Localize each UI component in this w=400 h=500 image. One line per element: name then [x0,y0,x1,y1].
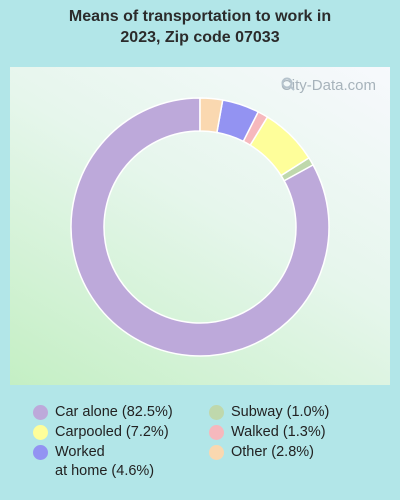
donut-slice-other [199,97,224,134]
chart-title: Means of transportation to work in 2023,… [0,6,400,48]
legend-swatch [33,445,48,460]
legend-item: Subway (1.0%) [209,403,383,422]
legend-item: Car alone (82.5%) [33,403,209,422]
legend-item: Carpooled (7.2%) [33,423,209,442]
legend-item: Worked at home (4.6%) [33,443,209,481]
donut-slice-car-alone [70,97,330,357]
legend-label: Other (2.8%) [231,444,314,460]
legend-label: Worked at home (4.6%) [55,444,155,479]
magnifier-icon [281,77,295,91]
plot-area: City-Data.com [10,67,390,385]
legend-label: Carpooled (7.2%) [55,424,169,440]
chart-title-line-2: 2023, Zip code 07033 [120,29,280,46]
legend-swatch [209,425,224,440]
legend-swatch [33,425,48,440]
legend-item: Other (2.8%) [209,443,383,481]
legend-label: Car alone (82.5%) [55,404,173,420]
legend-item: Walked (1.3%) [209,423,383,442]
watermark-text: City-Data.com [280,77,376,94]
watermark: City-Data.com [281,77,376,94]
donut-chart [70,97,330,357]
legend-swatch [33,405,48,420]
legend-swatch [209,405,224,420]
chart-title-line-1: Means of transportation to work in [68,8,332,25]
chart-legend: Car alone (82.5%) Subway (1.0%) Carpooled … [33,403,383,481]
legend-swatch [209,445,224,460]
legend-label: Walked (1.3%) [231,424,326,440]
legend-label: Subway (1.0%) [231,404,330,420]
